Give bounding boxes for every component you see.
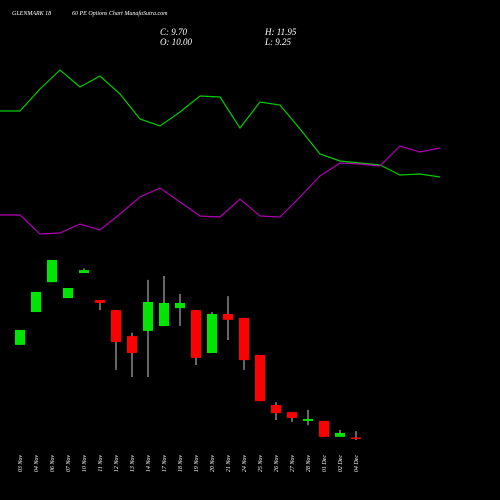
candle-body (207, 314, 217, 353)
candle-body (15, 329, 25, 345)
x-tick-label: 17 Nov (162, 455, 168, 473)
indicator-line (0, 145, 441, 235)
x-tick-label: 21 Nov (226, 455, 232, 473)
x-tick-label: 11 Nov (98, 455, 104, 472)
x-tick-label: 13 Nov (130, 455, 136, 473)
close-stat: C: 9.70 (160, 27, 188, 37)
x-tick-label: 07 Nov (66, 455, 72, 473)
x-tick-label: 04 Nov (33, 455, 40, 473)
chart-title: GLENMARK 18 (12, 11, 51, 17)
open-stat: O: 10.00 (160, 37, 192, 47)
candle-body (303, 418, 313, 421)
candle-body (31, 291, 41, 313)
x-tick-label: 24 Nov (241, 455, 248, 473)
candle-body (175, 302, 185, 309)
x-tick-label: 02 Dec (338, 455, 344, 472)
candle-body (47, 260, 57, 283)
candle-body (143, 301, 153, 331)
candle-body (159, 302, 169, 327)
x-tick-label: 26 Nov (274, 455, 280, 473)
x-tick-label: 27 Nov (290, 455, 296, 473)
chart-subtitle: 60 PE Options Chart MunafaSutra.com (72, 10, 168, 17)
x-tick-label: 10 Nov (82, 455, 88, 473)
candle-body (287, 412, 297, 418)
x-tick-label: 18 Nov (178, 455, 184, 473)
candle-body (271, 405, 281, 414)
high-stat: H: 11.95 (264, 27, 297, 37)
candle-body (63, 288, 73, 299)
low-stat: L: 9.25 (264, 37, 292, 47)
candle-body (239, 317, 249, 361)
x-tick-label: 19 Nov (194, 455, 200, 473)
candle-body (335, 432, 345, 437)
x-tick-label: 04 Dec (353, 455, 360, 472)
candle-body (95, 300, 105, 303)
indicator-line (0, 69, 441, 178)
x-tick-label: 12 Nov (114, 455, 120, 473)
candle-body (191, 310, 201, 358)
x-tick-label: 25 Nov (258, 455, 264, 473)
x-tick-label: 14 Nov (145, 455, 152, 473)
candle-body (127, 336, 137, 353)
candle-body (223, 314, 233, 320)
candle-body (111, 310, 121, 342)
candle-body (79, 270, 89, 274)
candle-body (319, 420, 329, 437)
x-tick-label: 01 Dec (322, 455, 328, 472)
candle-body (351, 437, 361, 439)
x-tick-label: 06 Nov (50, 455, 56, 473)
x-tick-label: 03 Nov (18, 455, 24, 473)
x-tick-label: 28 Nov (306, 455, 312, 473)
x-tick-label: 20 Nov (210, 455, 216, 473)
candle-body (255, 354, 265, 402)
